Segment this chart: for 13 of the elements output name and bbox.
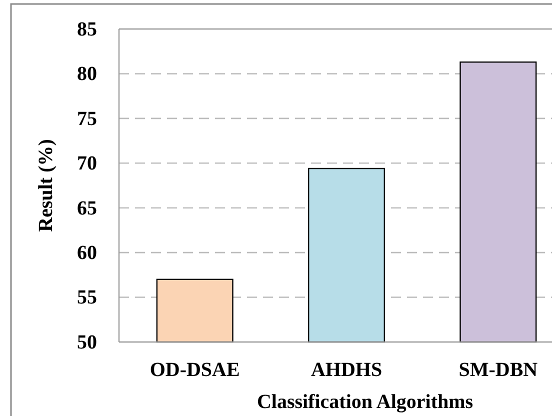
y-tick-label: 80: [77, 63, 97, 86]
y-tick-label: 55: [77, 286, 97, 309]
x-tick-label: SM-DBN: [458, 359, 538, 382]
y-tick-label: 50: [77, 331, 97, 354]
y-tick-label: 65: [77, 197, 97, 220]
x-tick-label: OD-DSAE: [150, 359, 240, 382]
x-axis-title: Classification Algorithms: [256, 391, 474, 413]
x-tick-label: AHDHS: [310, 359, 382, 382]
y-tick-label: 85: [77, 18, 97, 40]
y-tick-label: 60: [77, 242, 97, 264]
y-tick-label: 75: [77, 108, 97, 130]
y-axis-title: Result (%): [35, 139, 57, 232]
y-tick-label: 70: [77, 152, 97, 175]
